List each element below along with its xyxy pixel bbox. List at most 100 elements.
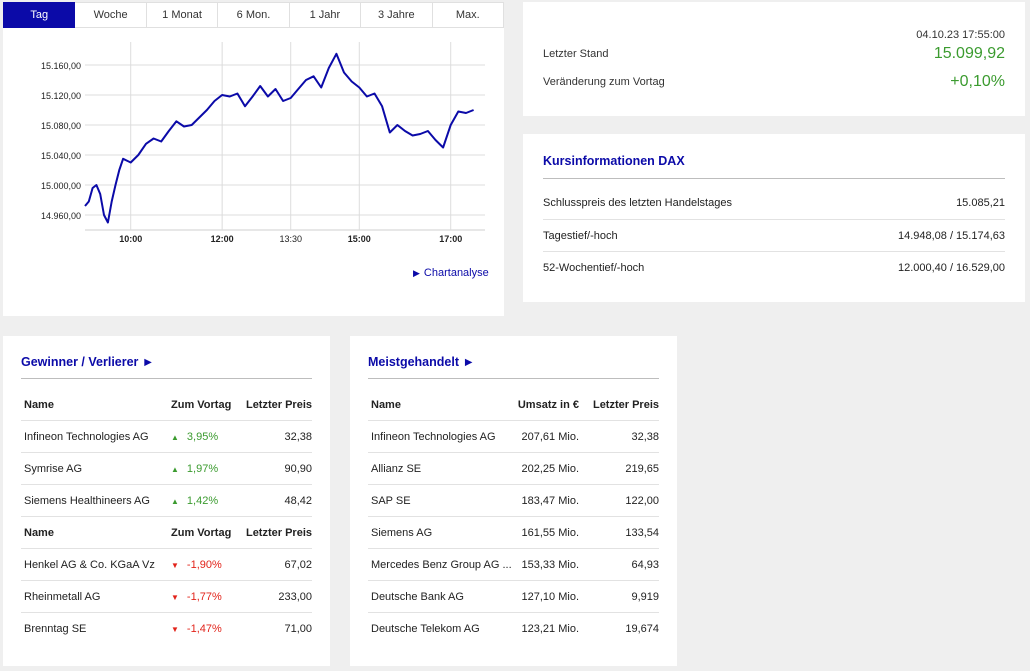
divider bbox=[543, 251, 1005, 252]
arrow-down-icon: ▼ bbox=[171, 625, 179, 634]
stock-change: ▲ 1,42% bbox=[171, 494, 219, 507]
table-row[interactable]: Symrise AG ▲ 1,97% 90,90 bbox=[21, 453, 312, 485]
table-row[interactable]: Mercedes Benz Group AG ... 153,33 Mio. 6… bbox=[368, 549, 659, 581]
stock-price: 9,919 bbox=[631, 590, 659, 603]
y-tick-label: 15.120,00 bbox=[41, 91, 81, 101]
most-traded-table: Name Umsatz in € Letzter Preis Infineon … bbox=[368, 389, 659, 645]
divider bbox=[543, 178, 1005, 179]
col-price-header: Letzter Preis bbox=[245, 526, 312, 539]
stock-volume: 202,25 Mio. bbox=[521, 462, 579, 475]
info-row-close: Schlusspreis des letzten Handelstages 15… bbox=[543, 197, 1005, 209]
divider bbox=[21, 378, 312, 379]
series-line bbox=[84, 52, 474, 224]
stock-name: Henkel AG & Co. KGaA Vz bbox=[24, 558, 155, 571]
info-row-52w-range: 52-Wochentief/-hoch 12.000,40 / 16.529,0… bbox=[543, 262, 1005, 274]
stock-name: Symrise AG bbox=[24, 462, 83, 475]
stock-name: Mercedes Benz Group AG ... bbox=[371, 558, 512, 571]
x-tick-label: 17:00 bbox=[439, 234, 462, 244]
table-row[interactable]: Infineon Technologies AG ▲ 3,95% 32,38 bbox=[21, 421, 312, 453]
most-traded-panel: Meistgehandelt ► Name Umsatz in € Letzte… bbox=[350, 336, 677, 666]
col-name-header: Name bbox=[24, 526, 54, 539]
stock-volume: 183,47 Mio. bbox=[521, 494, 579, 507]
tab-6-mon[interactable]: 6 Mon. bbox=[218, 2, 290, 28]
col-volume-header: Umsatz in € bbox=[517, 398, 579, 411]
info-label: Schlusspreis des letzten Handelstages bbox=[543, 197, 732, 209]
stock-price: 233,00 bbox=[278, 590, 312, 603]
quote-timestamp: 04.10.23 17:55:00 bbox=[916, 29, 1005, 41]
stock-name: Brenntag SE bbox=[24, 623, 87, 635]
table-row[interactable]: Rheinmetall AG ▼ -1,77% 233,00 bbox=[21, 581, 312, 613]
table-row[interactable]: Siemens Healthineers AG ▲ 1,42% 48,42 bbox=[21, 485, 312, 517]
stock-price: 19,674 bbox=[625, 623, 659, 635]
col-price-header: Letzter Preis bbox=[245, 398, 312, 411]
timeframe-tabs: Tag Woche 1 Monat 6 Mon. 1 Jahr 3 Jahre … bbox=[3, 2, 504, 28]
divider bbox=[543, 219, 1005, 220]
triangle-right-icon: ▶ bbox=[413, 267, 420, 278]
tab-woche[interactable]: Woche bbox=[75, 2, 147, 28]
col-change-header: Zum Vortag bbox=[171, 526, 232, 539]
gainers-losers-title[interactable]: Gewinner / Verlierer ► bbox=[21, 355, 155, 369]
table-row[interactable]: Deutsche Telekom AG 123,21 Mio. 19,674 bbox=[368, 613, 659, 645]
info-value: 14.948,08 / 15.174,63 bbox=[897, 230, 1005, 242]
stock-change: ▼ -1,47% bbox=[171, 623, 222, 635]
arrow-up-icon: ▲ bbox=[171, 432, 179, 442]
quote-panel: 04.10.23 17:55:00 Letzter Stand 15.099,9… bbox=[523, 2, 1025, 116]
stock-price: 71,00 bbox=[284, 623, 312, 635]
stock-name: Siemens AG bbox=[371, 526, 433, 539]
y-tick-label: 15.000,00 bbox=[41, 181, 81, 191]
most-traded-title[interactable]: Meistgehandelt ► bbox=[368, 355, 475, 369]
stock-price: 219,65 bbox=[625, 462, 659, 475]
info-title: Kursinformationen DAX bbox=[543, 154, 685, 168]
y-tick-label: 15.040,00 bbox=[41, 151, 81, 161]
table-header: Name Zum Vortag Letzter Preis bbox=[21, 389, 312, 421]
change-value: +0,10% bbox=[950, 73, 1005, 90]
stock-name: Allianz SE bbox=[371, 462, 422, 475]
y-tick-label: 15.160,00 bbox=[41, 61, 81, 71]
stock-volume: 123,21 Mio. bbox=[521, 623, 579, 635]
stock-price: 48,42 bbox=[284, 494, 312, 507]
col-price-header: Letzter Preis bbox=[592, 398, 659, 411]
gainers-losers-table: Name Zum Vortag Letzter Preis Infineon T… bbox=[21, 389, 312, 645]
chartanalyse-link[interactable]: ▶ Chartanalyse bbox=[413, 267, 489, 279]
table-row[interactable]: SAP SE 183,47 Mio. 122,00 bbox=[368, 485, 659, 517]
arrow-up-icon: ▲ bbox=[171, 496, 179, 506]
divider bbox=[368, 378, 659, 379]
stock-price: 32,38 bbox=[631, 430, 659, 443]
stock-name: SAP SE bbox=[371, 494, 411, 507]
table-row[interactable]: Deutsche Bank AG 127,10 Mio. 9,919 bbox=[368, 581, 659, 613]
table-row[interactable]: Siemens AG 161,55 Mio. 133,54 bbox=[368, 517, 659, 549]
stock-name: Deutsche Bank AG bbox=[371, 590, 464, 603]
stock-price: 90,90 bbox=[284, 462, 312, 475]
stock-volume: 153,33 Mio. bbox=[521, 558, 579, 571]
stock-price: 122,00 bbox=[625, 494, 659, 507]
tab-max[interactable]: Max. bbox=[432, 2, 504, 28]
col-change-header: Zum Vortag bbox=[171, 398, 232, 411]
table-row[interactable]: Infineon Technologies AG 207,61 Mio. 32,… bbox=[368, 421, 659, 453]
stock-price: 32,38 bbox=[284, 430, 312, 443]
stock-name: Siemens Healthineers AG bbox=[24, 494, 150, 507]
table-row[interactable]: Allianz SE 202,25 Mio. 219,65 bbox=[368, 453, 659, 485]
stock-price: 64,93 bbox=[631, 558, 659, 571]
y-tick-label: 15.080,00 bbox=[41, 121, 81, 131]
info-panel: Kursinformationen DAX Schlusspreis des l… bbox=[523, 134, 1025, 302]
table-row[interactable]: Henkel AG & Co. KGaA Vz ▼ -1,90% 67,02 bbox=[21, 549, 312, 581]
stock-change: ▲ 3,95% bbox=[171, 430, 219, 443]
stock-name: Rheinmetall AG bbox=[24, 590, 101, 603]
last-price-label: Letzter Stand bbox=[543, 48, 609, 60]
tab-tag[interactable]: Tag bbox=[3, 2, 76, 28]
stock-change: ▼ -1,77% bbox=[171, 590, 222, 603]
stock-name: Infineon Technologies AG bbox=[24, 430, 149, 443]
table-row[interactable]: Brenntag SE ▼ -1,47% 71,00 bbox=[21, 613, 312, 645]
tab-1-jahr[interactable]: 1 Jahr bbox=[289, 2, 362, 28]
stock-name: Deutsche Telekom AG bbox=[371, 623, 480, 635]
stock-price: 133,54 bbox=[625, 526, 659, 539]
x-tick-label: 15:00 bbox=[348, 234, 371, 244]
arrow-down-icon: ▼ bbox=[171, 560, 179, 570]
info-value: 15.085,21 bbox=[956, 197, 1005, 209]
intraday-chart: 15.160,00 15.120,00 15.080,00 15.040,00 15.0… bbox=[41, 42, 485, 244]
tab-3-jahre[interactable]: 3 Jahre bbox=[361, 2, 433, 28]
tab-1-monat[interactable]: 1 Monat bbox=[146, 2, 219, 28]
x-tick-label: 10:00 bbox=[119, 234, 142, 244]
stock-change: ▼ -1,90% bbox=[171, 558, 222, 571]
table-header: Name Umsatz in € Letzter Preis bbox=[368, 389, 659, 421]
